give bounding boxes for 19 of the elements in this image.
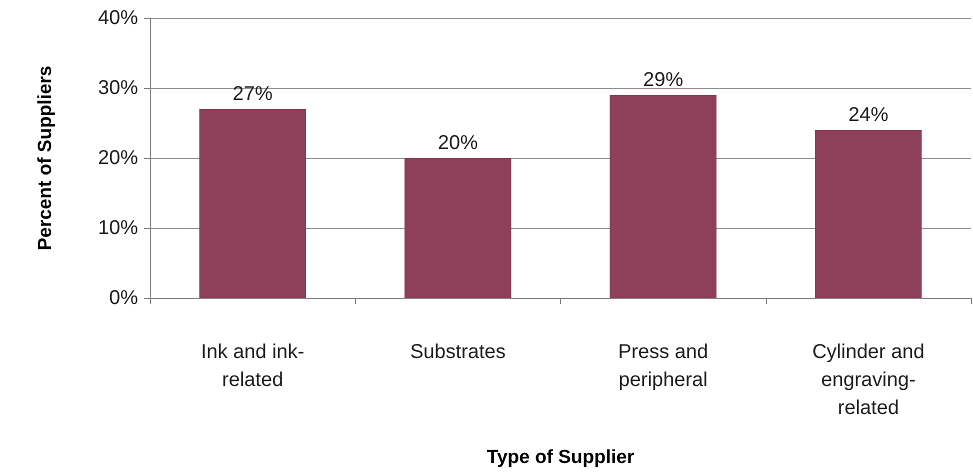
bar [815, 130, 922, 298]
data-label: 24% [848, 104, 889, 126]
y-tick-label: 20% [98, 147, 138, 169]
x-tick-label: Substrates [410, 341, 506, 363]
x-axis-title: Type of Supplier [486, 447, 635, 468]
y-tick-label: 40% [98, 7, 138, 29]
data-label: 29% [643, 69, 684, 91]
bar [199, 109, 306, 298]
y-tick-label: 0% [109, 287, 138, 309]
y-tick-label: 30% [98, 77, 138, 99]
y-tick-label: 10% [98, 217, 138, 239]
bar [404, 158, 512, 298]
x-tick-label: Press and peripheral [618, 341, 708, 391]
data-label: 27% [232, 83, 273, 105]
y-axis-title: Percent of Suppliers [35, 66, 56, 250]
x-tick-label: Ink and ink-related [200, 341, 304, 391]
data-label: 20% [438, 132, 478, 154]
x-tick-label: Cylinder and engraving-related [812, 341, 925, 419]
bar [610, 95, 716, 298]
